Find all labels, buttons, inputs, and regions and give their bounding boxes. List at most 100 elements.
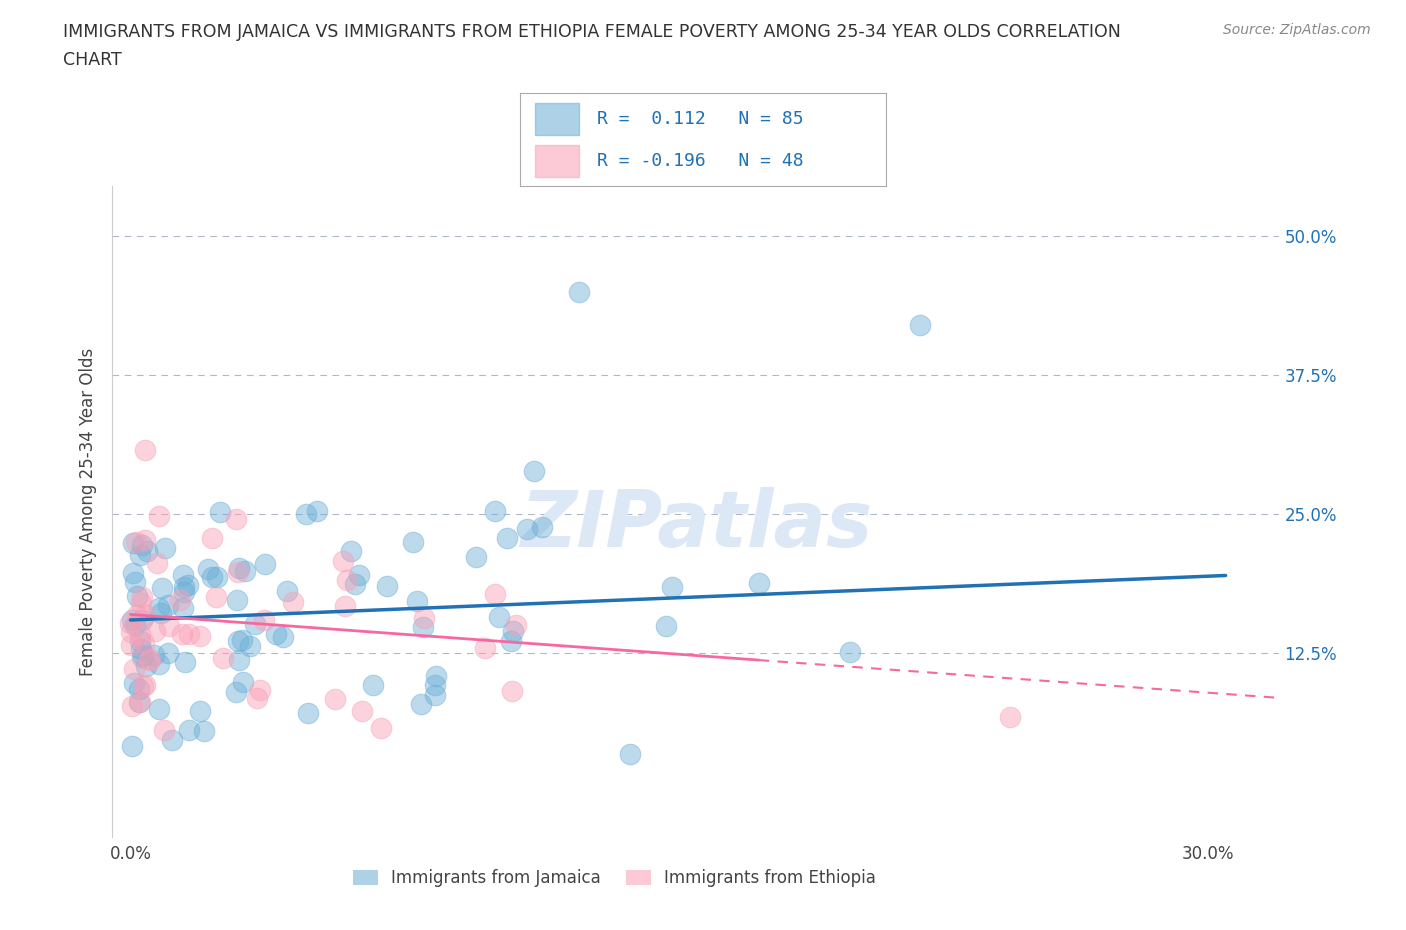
Point bbox=[149, 605, 172, 620]
Point bbox=[132, 679, 155, 694]
Point bbox=[139, 652, 162, 667]
Text: IMMIGRANTS FROM JAMAICA VS IMMIGRANTS FROM ETHIOPIA FEMALE POVERTY AMONG 25-34 Y: IMMIGRANTS FROM JAMAICA VS IMMIGRANTS FR… bbox=[63, 23, 1121, 41]
Point bbox=[172, 567, 194, 582]
Text: R =  0.112   N = 85: R = 0.112 N = 85 bbox=[598, 110, 804, 128]
Point bbox=[271, 630, 294, 644]
Point bbox=[423, 687, 446, 702]
Point bbox=[568, 285, 591, 299]
Point bbox=[336, 573, 359, 588]
Point bbox=[305, 504, 328, 519]
Point bbox=[131, 590, 153, 604]
Point bbox=[122, 661, 145, 676]
Point bbox=[361, 678, 384, 693]
Point bbox=[501, 684, 523, 698]
Point bbox=[131, 613, 153, 628]
Point bbox=[484, 504, 506, 519]
Point bbox=[148, 701, 170, 716]
Point bbox=[157, 598, 180, 613]
Point bbox=[120, 624, 142, 639]
Point bbox=[129, 627, 152, 642]
Point bbox=[253, 613, 276, 628]
Point bbox=[499, 633, 522, 648]
Point bbox=[411, 697, 433, 711]
Point bbox=[239, 638, 262, 653]
Point bbox=[276, 583, 298, 598]
Point bbox=[464, 550, 486, 565]
Point bbox=[910, 318, 932, 333]
FancyBboxPatch shape bbox=[534, 145, 579, 177]
Point bbox=[233, 564, 256, 578]
Point bbox=[228, 652, 250, 667]
Point bbox=[243, 616, 266, 631]
Point bbox=[134, 608, 156, 623]
Point bbox=[174, 655, 197, 670]
Point bbox=[135, 544, 157, 559]
Point bbox=[128, 695, 150, 710]
Point bbox=[135, 658, 157, 673]
Point bbox=[231, 632, 253, 647]
Point bbox=[129, 595, 152, 610]
Point bbox=[153, 723, 176, 737]
Point bbox=[128, 548, 150, 563]
Point bbox=[370, 721, 392, 736]
Point bbox=[516, 522, 538, 537]
Point bbox=[530, 520, 553, 535]
Point bbox=[120, 616, 142, 631]
Point bbox=[294, 507, 316, 522]
Text: Source: ZipAtlas.com: Source: ZipAtlas.com bbox=[1223, 23, 1371, 37]
Point bbox=[128, 695, 150, 710]
Point bbox=[177, 723, 200, 737]
Point bbox=[347, 567, 370, 582]
Point bbox=[748, 576, 770, 591]
Point bbox=[124, 575, 146, 590]
Point bbox=[209, 505, 232, 520]
Point bbox=[474, 641, 496, 656]
Point bbox=[212, 650, 235, 665]
Point bbox=[343, 577, 366, 591]
Point bbox=[484, 587, 506, 602]
Point bbox=[998, 710, 1021, 724]
Point bbox=[134, 443, 156, 458]
Point bbox=[169, 592, 191, 607]
Point bbox=[177, 578, 200, 592]
Point bbox=[157, 645, 180, 660]
Point bbox=[225, 512, 247, 526]
Point bbox=[249, 683, 271, 698]
Point bbox=[134, 533, 156, 548]
Point bbox=[496, 531, 519, 546]
Point bbox=[143, 624, 166, 639]
Point bbox=[172, 600, 194, 615]
Point bbox=[173, 579, 195, 594]
Point bbox=[157, 618, 180, 633]
Point bbox=[225, 592, 247, 607]
Point bbox=[523, 463, 546, 478]
Point bbox=[150, 580, 173, 595]
Point bbox=[297, 706, 319, 721]
Point bbox=[333, 599, 356, 614]
Point bbox=[121, 536, 143, 551]
Point bbox=[127, 588, 149, 603]
Point bbox=[505, 618, 527, 632]
Point bbox=[131, 538, 153, 552]
Point bbox=[201, 531, 224, 546]
Point bbox=[402, 535, 425, 550]
Point bbox=[281, 595, 304, 610]
Point bbox=[148, 657, 170, 671]
Point bbox=[228, 565, 250, 579]
Legend: Immigrants from Jamaica, Immigrants from Ethiopia: Immigrants from Jamaica, Immigrants from… bbox=[353, 870, 876, 887]
Point bbox=[143, 647, 166, 662]
Point bbox=[131, 649, 153, 664]
Point bbox=[264, 627, 287, 642]
Point bbox=[197, 562, 219, 577]
Point bbox=[375, 578, 398, 593]
Point bbox=[488, 609, 510, 624]
Point bbox=[245, 690, 267, 705]
FancyBboxPatch shape bbox=[534, 103, 579, 135]
Point bbox=[122, 676, 145, 691]
Point bbox=[120, 637, 142, 652]
Point bbox=[425, 669, 447, 684]
Point bbox=[128, 682, 150, 697]
Point bbox=[232, 675, 254, 690]
Y-axis label: Female Poverty Among 25-34 Year Olds: Female Poverty Among 25-34 Year Olds bbox=[79, 348, 97, 675]
Point bbox=[148, 509, 170, 524]
